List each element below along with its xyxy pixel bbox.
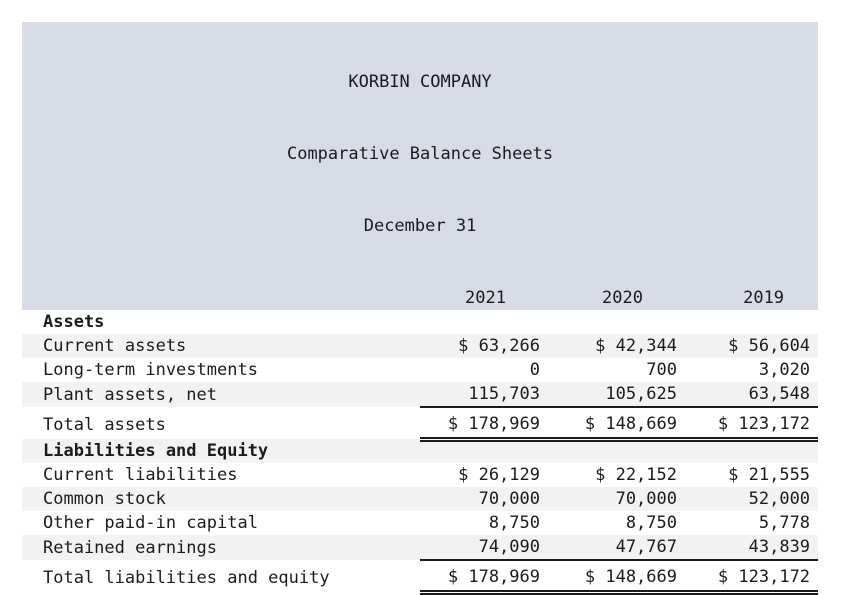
cell-2021: $ 178,969 [420, 407, 540, 442]
row-common-stock: Common stock 70,000 70,000 52,000 [22, 487, 819, 511]
cell-2021: $ 63,266 [420, 334, 540, 358]
row-long-term-investments: Long-term investments 0 700 3,020 [22, 358, 818, 382]
company-name: KORBIN COMPANY [348, 72, 492, 92]
cell-2019: 3,020 [758, 360, 811, 380]
cell-2021: 115,703 [420, 382, 540, 408]
cell-2019: $ 21,555 [728, 465, 811, 485]
year-header-spacer [22, 286, 420, 310]
cell-2020: 700 [646, 360, 677, 380]
row-current-liabilities: Current liabilities $ 26,129 $ 22,152 $ … [22, 463, 818, 487]
row-other-paid-in-capital: Other paid-in capital 8,750 8,750 5,778 [22, 511, 818, 535]
statement-date: December 31 [363, 216, 477, 236]
row-current-assets: Current assets $ 63,266 $ 42,344 $ 56,60… [22, 334, 819, 358]
cell-2019: $ 123,172 [677, 560, 819, 595]
row-retained-earnings: Retained earnings 74,090 47,767 43,839 [22, 535, 819, 561]
row-label: Other paid-in capital [43, 513, 258, 533]
row-label: Retained earnings [22, 535, 420, 560]
column-header-2019: 2019 [677, 286, 819, 310]
cell-2019: 5,778 [758, 513, 811, 533]
cell-2021: $ 178,969 [420, 560, 540, 595]
title-block: KORBIN COMPANY Comparative Balance Sheet… [22, 22, 819, 286]
row-label: Common stock [22, 487, 420, 511]
cell-2020: $ 148,669 [540, 407, 677, 442]
cell-2020: 105,625 [540, 382, 677, 408]
row-label: Plant assets, net [22, 382, 420, 407]
row-total-assets: Total assets $ 178,969 $ 148,669 $ 123,1… [22, 407, 819, 442]
section-heading-liabilities-equity: Liabilities and Equity [22, 439, 819, 463]
cell-2021: 0 [529, 360, 540, 380]
cell-2019: $ 56,604 [677, 334, 819, 358]
statement-title: Comparative Balance Sheets [286, 144, 554, 164]
row-total-liabilities-and-equity: Total liabilities and equity $ 178,969 $… [22, 560, 819, 595]
cell-2020: $ 22,152 [595, 465, 677, 485]
column-header-2020: 2020 [540, 286, 677, 310]
cell-2021: 8,750 [488, 513, 540, 533]
row-label: Current assets [22, 334, 420, 358]
cell-2020: $ 148,669 [540, 560, 677, 595]
total-label: Total assets [43, 414, 166, 435]
column-header-2021: 2021 [420, 286, 540, 310]
section-heading-label: Liabilities and Equity [22, 439, 420, 463]
cell-2021: 74,090 [420, 535, 540, 561]
cell-2019: 52,000 [677, 487, 819, 511]
cell-2019: 63,548 [677, 382, 819, 408]
cell-2019: 43,839 [677, 535, 819, 561]
cell-2019: $ 123,172 [677, 407, 819, 442]
cell-2020: 8,750 [625, 513, 677, 533]
cell-2020: 47,767 [540, 535, 677, 561]
cell-2020: 70,000 [540, 487, 677, 511]
year-header-row: 2021 2020 2019 [22, 286, 819, 310]
cell-2020: $ 42,344 [540, 334, 677, 358]
section-heading-assets: Assets [22, 310, 818, 334]
balance-sheet-table: KORBIN COMPANY Comparative Balance Sheet… [22, 22, 819, 595]
row-plant-assets-net: Plant assets, net 115,703 105,625 63,548 [22, 382, 819, 408]
row-label: Long-term investments [43, 360, 258, 380]
cell-2021: 70,000 [420, 487, 540, 511]
section-heading-label: Assets [43, 312, 105, 332]
row-label: Current liabilities [43, 465, 238, 485]
cell-2021: $ 26,129 [458, 465, 540, 485]
total-label: Total liabilities and equity [43, 567, 330, 588]
balance-sheet: KORBIN COMPANY Comparative Balance Sheet… [22, 22, 819, 595]
